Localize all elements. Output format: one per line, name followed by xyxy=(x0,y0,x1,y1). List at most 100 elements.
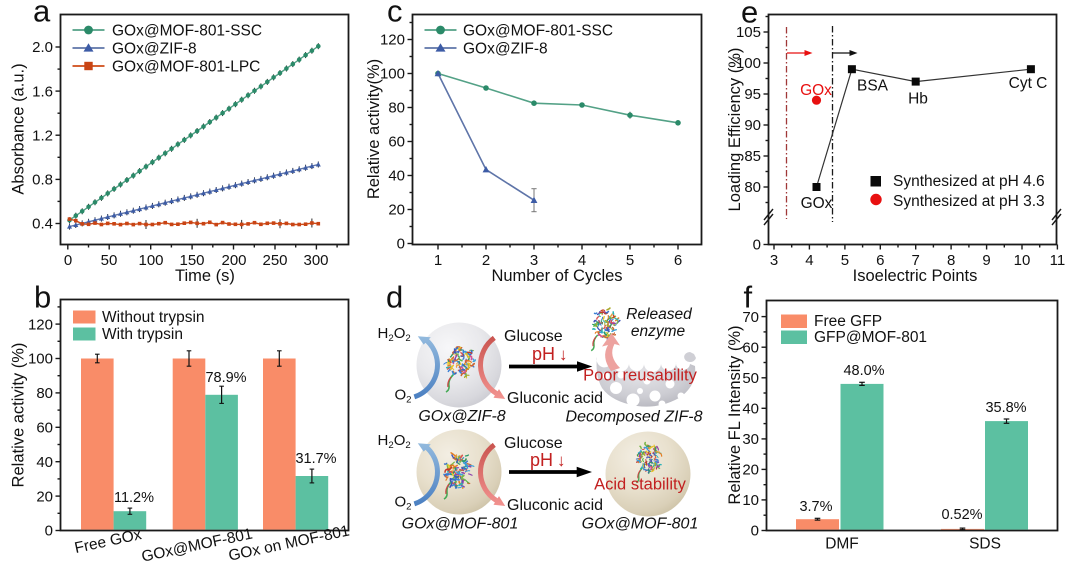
svg-text:3: 3 xyxy=(530,252,538,269)
svg-text:Synthesized at pH 4.6: Synthesized at pH 4.6 xyxy=(893,173,1045,190)
svg-text:Glucose: Glucose xyxy=(504,328,563,345)
svg-text:40: 40 xyxy=(742,401,759,418)
svg-text:80: 80 xyxy=(744,179,761,196)
svg-text:4: 4 xyxy=(805,252,813,269)
svg-text:Loading Efficiency (%): Loading Efficiency (%) xyxy=(726,48,744,212)
svg-text:0.4: 0.4 xyxy=(32,216,53,233)
svg-text:GOx: GOx xyxy=(801,195,833,212)
svg-text:105: 105 xyxy=(736,24,761,41)
svg-text:Acid stability: Acid stability xyxy=(594,476,686,494)
svg-text:60: 60 xyxy=(388,134,405,151)
svg-text:7: 7 xyxy=(912,252,920,269)
svg-text:250: 250 xyxy=(262,252,287,269)
svg-text:Released: Released xyxy=(626,306,693,323)
svg-text:1: 1 xyxy=(434,252,442,269)
svg-text:1.6: 1.6 xyxy=(32,83,53,100)
svg-text:pH: pH xyxy=(532,344,555,364)
svg-text:DMF: DMF xyxy=(825,536,859,553)
svg-text:1.2: 1.2 xyxy=(32,127,53,144)
svg-text:GOx@ZIF-8: GOx@ZIF-8 xyxy=(112,41,197,58)
svg-text:GOx@ZIF-8: GOx@ZIF-8 xyxy=(418,408,505,425)
svg-text:50: 50 xyxy=(742,370,759,387)
svg-text:6: 6 xyxy=(674,252,682,269)
svg-text:78.9%: 78.9% xyxy=(205,370,246,386)
svg-text:40: 40 xyxy=(36,454,53,471)
svg-text:120: 120 xyxy=(28,316,53,333)
svg-text:GOx@MOF-801-SSC: GOx@MOF-801-SSC xyxy=(463,23,613,40)
svg-text:e: e xyxy=(741,0,758,29)
svg-text:Glucose: Glucose xyxy=(504,435,563,452)
svg-text:With trypsin: With trypsin xyxy=(102,326,183,343)
svg-text:10: 10 xyxy=(1014,252,1031,269)
svg-text:8: 8 xyxy=(947,252,955,269)
svg-text:95: 95 xyxy=(744,86,761,103)
svg-text:120: 120 xyxy=(380,32,405,49)
svg-text:0.52%: 0.52% xyxy=(941,507,982,523)
svg-text:a: a xyxy=(33,0,51,29)
svg-text:Relative activity (%): Relative activity (%) xyxy=(10,343,28,488)
svg-text:0: 0 xyxy=(45,523,53,540)
svg-text:5: 5 xyxy=(626,252,634,269)
svg-text:0.8: 0.8 xyxy=(32,172,53,189)
svg-text:pH: pH xyxy=(530,450,553,470)
svg-text:Number of Cycles: Number of Cycles xyxy=(491,267,622,285)
svg-text:4: 4 xyxy=(578,252,586,269)
svg-text:Relative FL Intensity (%): Relative FL Intensity (%) xyxy=(726,325,744,504)
svg-text:↓: ↓ xyxy=(557,451,566,470)
svg-text:70: 70 xyxy=(742,309,759,326)
svg-text:10: 10 xyxy=(742,492,759,509)
svg-text:80: 80 xyxy=(36,385,53,402)
svg-text:0: 0 xyxy=(751,523,759,540)
svg-text:↓: ↓ xyxy=(559,345,568,364)
svg-text:80: 80 xyxy=(388,100,405,117)
svg-text:GOx@MOF-801-SSC: GOx@MOF-801-SSC xyxy=(112,23,262,40)
svg-text:Gluconic acid: Gluconic acid xyxy=(507,390,603,407)
svg-text:5: 5 xyxy=(841,252,849,269)
svg-text:Synthesized at pH 3.3: Synthesized at pH 3.3 xyxy=(893,193,1045,210)
svg-text:40: 40 xyxy=(388,168,405,185)
svg-text:31.7%: 31.7% xyxy=(295,451,336,467)
svg-text:48.0%: 48.0% xyxy=(843,363,884,379)
svg-text:2.0: 2.0 xyxy=(32,39,53,56)
svg-text:Absorbance (a.u.): Absorbance (a.u.) xyxy=(10,63,28,194)
svg-text:d: d xyxy=(386,280,403,315)
svg-text:GFP@MOF-801: GFP@MOF-801 xyxy=(814,329,927,346)
svg-text:3.7%: 3.7% xyxy=(799,499,832,515)
svg-text:Poor reusability: Poor reusability xyxy=(583,367,697,385)
svg-text:Isoelectric Points: Isoelectric Points xyxy=(853,267,978,285)
svg-text:100: 100 xyxy=(138,252,163,269)
svg-text:Without trypsin: Without trypsin xyxy=(102,309,205,326)
svg-text:f: f xyxy=(744,280,753,315)
svg-text:GOx: GOx xyxy=(800,82,832,99)
svg-text:b: b xyxy=(34,280,51,315)
svg-text:Decomposed ZIF-8: Decomposed ZIF-8 xyxy=(566,409,703,426)
svg-text:0: 0 xyxy=(753,236,761,253)
svg-text:Cyt C: Cyt C xyxy=(1009,75,1048,92)
svg-text:enzyme: enzyme xyxy=(631,323,686,340)
svg-text:50: 50 xyxy=(101,252,118,269)
svg-text:60: 60 xyxy=(742,339,759,356)
svg-text:100: 100 xyxy=(380,66,405,83)
svg-text:60: 60 xyxy=(36,420,53,437)
svg-text:30: 30 xyxy=(742,431,759,448)
svg-text:GOx@ZIF-8: GOx@ZIF-8 xyxy=(463,41,548,58)
svg-text:Hb: Hb xyxy=(908,91,928,108)
svg-text:Gluconic acid: Gluconic acid xyxy=(507,497,603,514)
svg-text:GOx@MOF-801: GOx@MOF-801 xyxy=(402,516,519,533)
svg-text:0: 0 xyxy=(397,236,405,253)
svg-text:200: 200 xyxy=(221,252,246,269)
svg-text:300: 300 xyxy=(303,252,328,269)
svg-text:Free GFP: Free GFP xyxy=(814,313,882,330)
svg-text:GOx@MOF-801-LPC: GOx@MOF-801-LPC xyxy=(112,59,260,76)
svg-text:SDS: SDS xyxy=(969,536,1001,553)
svg-text:20: 20 xyxy=(742,462,759,479)
svg-text:BSA: BSA xyxy=(857,78,889,95)
svg-text:Time (s): Time (s) xyxy=(175,267,235,285)
svg-text:20: 20 xyxy=(36,488,53,505)
svg-text:6: 6 xyxy=(876,252,884,269)
svg-text:100: 100 xyxy=(736,55,761,72)
svg-text:Relative activity(%): Relative activity(%) xyxy=(365,59,383,199)
svg-text:2: 2 xyxy=(482,252,490,269)
svg-text:H2O2: H2O2 xyxy=(378,325,411,344)
svg-text:20: 20 xyxy=(388,202,405,219)
